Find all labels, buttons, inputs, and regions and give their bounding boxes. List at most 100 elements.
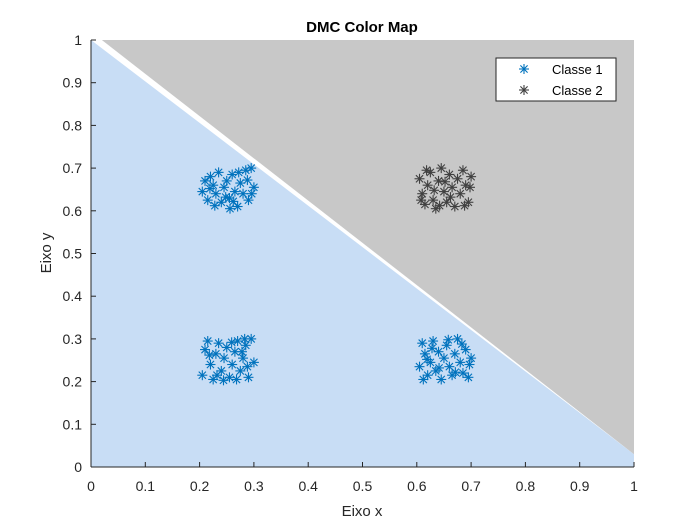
chart-title: DMC Color Map xyxy=(306,19,418,36)
y-tick-label: 1 xyxy=(74,32,82,48)
data-point-series-1 xyxy=(213,167,224,178)
legend-marker-series-2 xyxy=(519,85,529,95)
data-point-series-2 xyxy=(460,180,471,191)
data-point-series-1 xyxy=(232,201,243,212)
data-point-series-1 xyxy=(450,367,461,378)
data-point-series-1 xyxy=(200,344,211,355)
x-tick-label: 0.4 xyxy=(298,478,318,494)
x-tick-label: 0.9 xyxy=(570,478,590,494)
data-point-series-2 xyxy=(452,173,463,184)
data-point-series-1 xyxy=(248,357,259,368)
data-point-series-2 xyxy=(465,182,476,193)
data-point-series-1 xyxy=(197,186,208,197)
data-point-series-2 xyxy=(429,185,440,196)
x-tick-label: 1 xyxy=(630,478,638,494)
data-point-series-1 xyxy=(422,354,433,365)
data-point-series-2 xyxy=(444,169,455,180)
data-point-series-1 xyxy=(463,372,474,383)
data-point-series-1 xyxy=(243,372,254,383)
data-point-series-1 xyxy=(227,359,238,370)
legend-label-series-2: Classe 2 xyxy=(552,83,603,98)
data-point-series-1 xyxy=(210,348,221,359)
y-axis-label: Eixo y xyxy=(38,232,55,273)
data-point-series-2 xyxy=(417,188,428,199)
data-point-series-1 xyxy=(231,374,242,385)
data-point-series-1 xyxy=(228,196,239,207)
data-point-series-1 xyxy=(226,337,237,348)
data-point-series-1 xyxy=(235,178,246,189)
data-point-series-1 xyxy=(236,346,247,357)
data-point-series-1 xyxy=(417,338,428,349)
data-point-series-2 xyxy=(428,195,439,206)
data-point-series-1 xyxy=(202,336,213,347)
data-point-series-2 xyxy=(449,201,460,212)
y-tick-label: 0.5 xyxy=(63,246,83,262)
y-tick-label: 0.2 xyxy=(63,374,83,390)
data-point-series-1 xyxy=(227,169,238,180)
x-tick-label: 0.3 xyxy=(244,478,264,494)
data-point-series-1 xyxy=(246,163,257,174)
data-point-series-1 xyxy=(460,344,471,355)
data-point-series-1 xyxy=(220,192,231,203)
data-point-series-1 xyxy=(443,334,454,345)
data-point-series-2 xyxy=(434,200,445,211)
y-tick-label: 0.3 xyxy=(63,331,83,347)
ticks: 0 0.1 0.2 0.3 0.4 0.5 0.6 0.7 0.8 0.9 1 0 0.1 0.2 0.3 0… xyxy=(63,32,639,494)
data-point-series-1 xyxy=(200,175,211,186)
legend-marker-series-1 xyxy=(519,64,529,74)
y-tick-label: 0.4 xyxy=(63,288,83,304)
data-point-series-1 xyxy=(197,370,208,381)
data-point-series-1 xyxy=(438,353,449,364)
data-point-series-1 xyxy=(436,374,447,385)
x-axis-label: Eixo x xyxy=(342,503,383,520)
data-point-series-1 xyxy=(219,353,230,364)
data-point-series-1 xyxy=(233,167,244,178)
legend-box xyxy=(495,57,617,102)
data-point-series-1 xyxy=(464,359,475,370)
data-point-series-1 xyxy=(466,353,477,364)
data-point-series-1 xyxy=(456,339,467,350)
data-point-series-1 xyxy=(205,171,216,182)
data-point-series-2 xyxy=(440,176,451,187)
x-tick-label: 0 xyxy=(87,478,95,494)
data-point-series-1 xyxy=(229,346,240,357)
data-point-series-1 xyxy=(204,350,215,361)
data-point-series-2 xyxy=(447,182,458,193)
data-point-series-1 xyxy=(205,359,216,370)
data-point-series-2 xyxy=(414,173,425,184)
x-tick-label: 0.2 xyxy=(190,478,210,494)
data-point-series-1 xyxy=(434,362,445,373)
data-point-series-1 xyxy=(211,370,222,381)
data-point-series-1 xyxy=(216,197,227,208)
decision-regions xyxy=(91,40,635,467)
data-point-series-1 xyxy=(414,361,425,372)
y-tick-label: 0.6 xyxy=(63,203,83,219)
data-point-series-2 xyxy=(436,163,447,174)
data-point-series-2 xyxy=(438,186,449,197)
data-point-series-1 xyxy=(455,357,466,368)
legend: Classe 1 Classe 2 xyxy=(495,57,617,102)
legend-label-series-1: Classe 1 xyxy=(552,62,603,77)
data-point-series-1 xyxy=(218,375,229,386)
data-point-series-2 xyxy=(421,165,432,176)
data-point-series-1 xyxy=(235,365,246,376)
data-point-series-1 xyxy=(221,175,232,186)
data-point-series-2 xyxy=(416,195,427,206)
data-point-series-1 xyxy=(202,195,213,206)
data-point-series-1 xyxy=(242,361,253,372)
x-tick-label: 0.7 xyxy=(461,478,481,494)
x-tick-label: 0.6 xyxy=(407,478,427,494)
y-tick-label: 0.7 xyxy=(63,160,83,176)
data-point-series-1 xyxy=(418,374,429,385)
data-point-series-1 xyxy=(452,333,463,344)
y-tick-label: 0.1 xyxy=(63,416,83,432)
data-point-series-1 xyxy=(209,200,220,211)
data-point-series-1 xyxy=(225,203,236,214)
data-point-series-1 xyxy=(428,336,439,347)
data-point-series-2 xyxy=(459,200,470,211)
x-tick-label: 0.1 xyxy=(136,478,156,494)
data-point-series-1 xyxy=(210,188,221,199)
x-tick-label: 0.5 xyxy=(353,478,373,494)
y-tick-label: 0.9 xyxy=(63,75,83,91)
